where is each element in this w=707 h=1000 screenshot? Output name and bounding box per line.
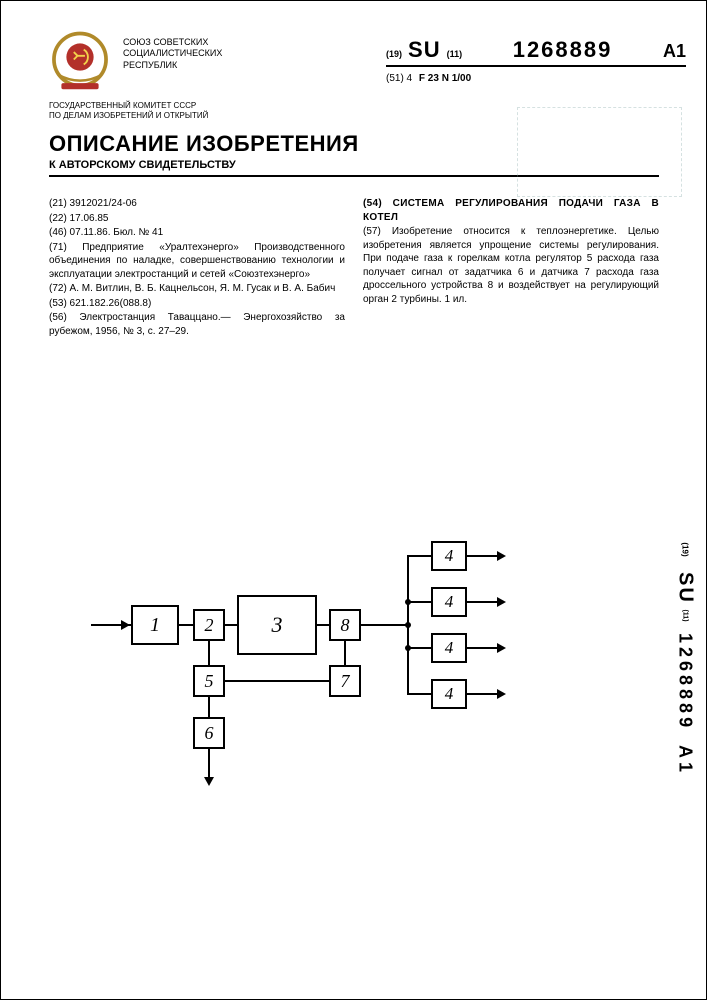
diagram-line: [317, 624, 329, 626]
junction-dot-icon: [405, 599, 411, 605]
prefix-19: (19): [386, 49, 402, 59]
diagram-block-4: 4: [431, 541, 467, 571]
field-53: (53) 621.182.26(088.8): [49, 297, 345, 311]
diagram-line: [361, 624, 409, 626]
diagram-block-5: 5: [193, 665, 225, 697]
side-kind-code: A1: [675, 745, 696, 776]
diagram-line: [208, 697, 210, 717]
arrowhead-right-icon: [497, 689, 506, 699]
stamp-placeholder: [517, 107, 682, 197]
arrowhead-down-icon: [204, 777, 214, 786]
diagram-line: [208, 641, 210, 665]
diagram-line: [225, 624, 237, 626]
ipc-line: (51) 4 F 23 N 1/00: [386, 73, 686, 84]
arrowhead-right-icon: [121, 620, 130, 630]
diagram-block-2: 2: [193, 609, 225, 641]
junction-dot-icon: [405, 645, 411, 651]
arrowhead-right-icon: [497, 551, 506, 561]
pub-number: 1268889: [474, 37, 651, 63]
diagram-line: [208, 749, 210, 779]
diagram-block-3: 3: [237, 595, 317, 655]
diagram-line: [467, 601, 497, 603]
diagram-block-4: 4: [431, 679, 467, 709]
ipc-prefix: (51) 4: [386, 73, 412, 84]
field-54-invention-title: (54) СИСТЕМА РЕГУЛИРОВАНИЯ ПОДАЧИ ГАЗА В…: [363, 197, 659, 224]
diagram-block-6: 6: [193, 717, 225, 749]
side-prefix-11: (11): [682, 609, 689, 621]
side-country-code: SU: [674, 572, 697, 604]
prefix-11: (11): [447, 49, 463, 59]
field-21: (21) 3912021/24-06: [49, 197, 345, 211]
field-22: (22) 17.06.85: [49, 212, 345, 226]
committee-label: ГОСУДАРСТВЕННЫЙ КОМИТЕТ СССР ПО ДЕЛАМ ИЗ…: [49, 101, 249, 121]
state-emblem-icon: [49, 31, 111, 93]
field-56: (56) Электростанция Таваццано.— Энергохо…: [49, 311, 345, 338]
diagram-block-4: 4: [431, 587, 467, 617]
field-71: (71) Предприятие «Уралтехэнерго» Произво…: [49, 241, 345, 282]
left-column: (21) 3912021/24-06 (22) 17.06.85 (46) 07…: [49, 197, 345, 339]
diagram-line: [179, 624, 193, 626]
diagram-line: [409, 693, 431, 695]
diagram-line: [467, 693, 497, 695]
field-46: (46) 07.11.86. Бюл. № 41: [49, 226, 345, 240]
diagram-line: [467, 555, 497, 557]
country-code: SU: [408, 37, 441, 63]
ipc-code: F 23 N 1/00: [419, 73, 471, 84]
union-label: СОЮЗ СОВЕТСКИХ СОЦИАЛИСТИЧЕСКИХ РЕСПУБЛИ…: [123, 31, 222, 71]
publication-number-box: (19) SU (11) 1268889 A1 (51) 4 F 23 N 1/…: [386, 37, 686, 84]
side-prefix-19: (19): [680, 542, 689, 556]
kind-code: A1: [663, 41, 686, 62]
arrowhead-right-icon: [497, 643, 506, 653]
diagram-line: [409, 647, 431, 649]
biblio-columns: (21) 3912021/24-06 (22) 17.06.85 (46) 07…: [49, 197, 659, 339]
diagram-line: [344, 641, 346, 665]
junction-dot-icon: [405, 622, 411, 628]
side-pubnum: (19) SU (11) 1268889 A1: [670, 541, 700, 861]
arrowhead-right-icon: [497, 597, 506, 607]
diagram-block-4: 4: [431, 633, 467, 663]
diagram-line: [225, 680, 329, 682]
diagram-line: [409, 555, 431, 557]
right-column: (54) СИСТЕМА РЕГУЛИРОВАНИЯ ПОДАЧИ ГАЗА В…: [363, 197, 659, 339]
diagram-block-1: 1: [131, 605, 179, 645]
pubnum-line: (19) SU (11) 1268889 A1: [386, 37, 686, 67]
diagram-block-8: 8: [329, 609, 361, 641]
block-diagram: 1238 5 7 6 4 4 4 4: [91, 541, 561, 801]
diagram-line: [467, 647, 497, 649]
field-72: (72) А. М. Витлин, В. Б. Кацнельсон, Я. …: [49, 282, 345, 296]
diagram-line: [409, 601, 431, 603]
diagram-block-7: 7: [329, 665, 361, 697]
field-57-abstract: (57) Изобретение относится к теплоэнерге…: [363, 225, 659, 306]
side-pub-number: 1268889: [675, 633, 696, 731]
